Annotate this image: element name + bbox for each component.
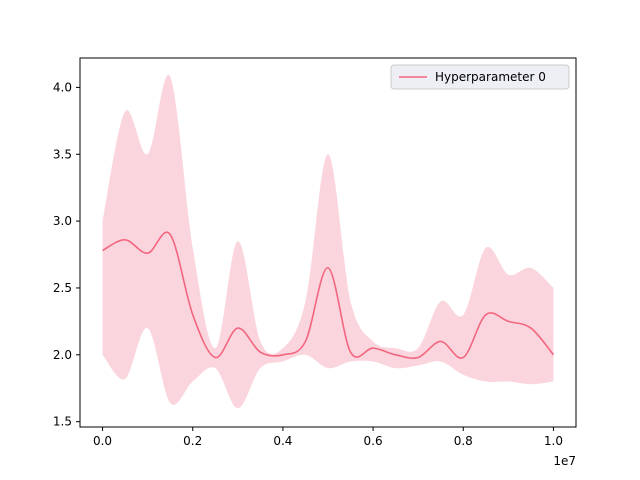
- y-tick-label: 2.5: [53, 281, 72, 295]
- legend-box: [390, 64, 570, 90]
- y-tick-label: 4.0: [53, 80, 72, 94]
- x-tick-label: 0.4: [273, 434, 292, 448]
- y-tick-label: 3.5: [53, 147, 72, 161]
- y-tick-label: 3.0: [53, 214, 72, 228]
- x-tick-label: 1.0: [544, 434, 563, 448]
- y-tick-label: 1.5: [53, 415, 72, 429]
- x-tick-label: 0.2: [183, 434, 202, 448]
- legend-label: Hyperparameter 0: [435, 70, 546, 84]
- x-tick-label: 0.0: [93, 434, 112, 448]
- x-axis-offset-label: 1e7: [553, 454, 576, 468]
- x-tick-label: 0.6: [364, 434, 383, 448]
- axis-ticks: 0.0 0.2 0.4 0.6 0.8 1.0 1.5 2.0 2.5 3.0 3.5 4.0: [53, 80, 563, 448]
- axes-frame: [79, 57, 577, 428]
- confidence-band-0: [102, 74, 554, 409]
- legend: Hyperparameter 0: [390, 64, 570, 90]
- series-line-0: [102, 231, 555, 360]
- y-tick-label: 2.0: [53, 348, 72, 362]
- plot-area: [102, 74, 555, 409]
- x-tick-label: 0.8: [454, 434, 473, 448]
